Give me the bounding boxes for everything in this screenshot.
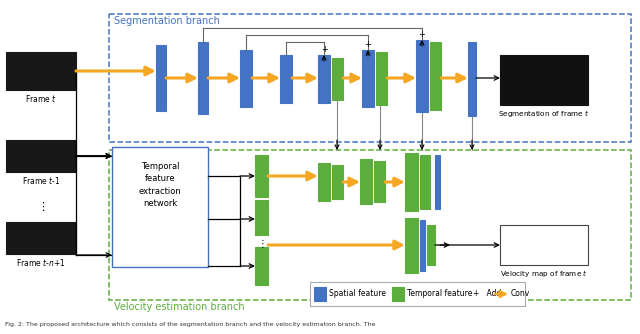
Bar: [280, 55, 292, 103]
Bar: [109, 150, 631, 300]
Text: Velocity estimation branch: Velocity estimation branch: [114, 302, 244, 312]
Text: Frame $t$: Frame $t$: [25, 93, 57, 104]
Bar: [6, 222, 76, 254]
Bar: [318, 163, 330, 201]
Bar: [500, 225, 588, 265]
Text: Frame $t$-$1$: Frame $t$-$1$: [22, 175, 60, 186]
Bar: [112, 147, 208, 267]
Bar: [314, 287, 326, 301]
Bar: [405, 153, 418, 211]
Bar: [255, 155, 268, 197]
Text: $\vdots$: $\vdots$: [37, 200, 45, 213]
Bar: [156, 45, 166, 111]
Bar: [420, 220, 425, 271]
Bar: [6, 52, 76, 90]
Text: +: +: [365, 40, 371, 49]
Text: Segmentation branch: Segmentation branch: [114, 16, 220, 26]
Bar: [468, 42, 476, 116]
Text: Velocity map of frame $t$: Velocity map of frame $t$: [500, 268, 588, 279]
Bar: [420, 155, 430, 209]
Bar: [255, 200, 268, 235]
Bar: [318, 55, 330, 103]
Text: +   Add: + Add: [473, 290, 501, 299]
Text: Spatial feature: Spatial feature: [329, 290, 386, 299]
Bar: [362, 50, 374, 107]
Bar: [310, 282, 525, 306]
Bar: [500, 55, 588, 105]
Bar: [198, 42, 208, 114]
Bar: [376, 52, 387, 105]
Bar: [405, 218, 418, 273]
Text: Temporal feature: Temporal feature: [407, 290, 472, 299]
Bar: [6, 140, 76, 172]
Text: +: +: [419, 30, 426, 39]
Bar: [360, 159, 372, 204]
Bar: [109, 14, 631, 142]
Text: Conv: Conv: [511, 290, 531, 299]
Text: $\vdots$: $\vdots$: [257, 237, 265, 250]
Bar: [435, 155, 440, 209]
Text: Fig. 2: The proposed architecture which consists of the segmentation branch and : Fig. 2: The proposed architecture which …: [5, 322, 376, 327]
Text: Temporal
feature
extraction
network: Temporal feature extraction network: [139, 162, 181, 208]
Bar: [332, 58, 343, 100]
Bar: [416, 40, 428, 112]
Bar: [430, 42, 441, 110]
Bar: [374, 161, 385, 202]
Bar: [255, 247, 268, 285]
Text: Frame $t$-$n$+$1$: Frame $t$-$n$+$1$: [16, 257, 66, 268]
Bar: [240, 50, 252, 107]
Text: +: +: [321, 45, 328, 54]
Bar: [392, 287, 404, 301]
Bar: [427, 225, 435, 265]
Text: Segmentation of frame $t$: Segmentation of frame $t$: [499, 108, 589, 119]
Bar: [332, 165, 343, 199]
